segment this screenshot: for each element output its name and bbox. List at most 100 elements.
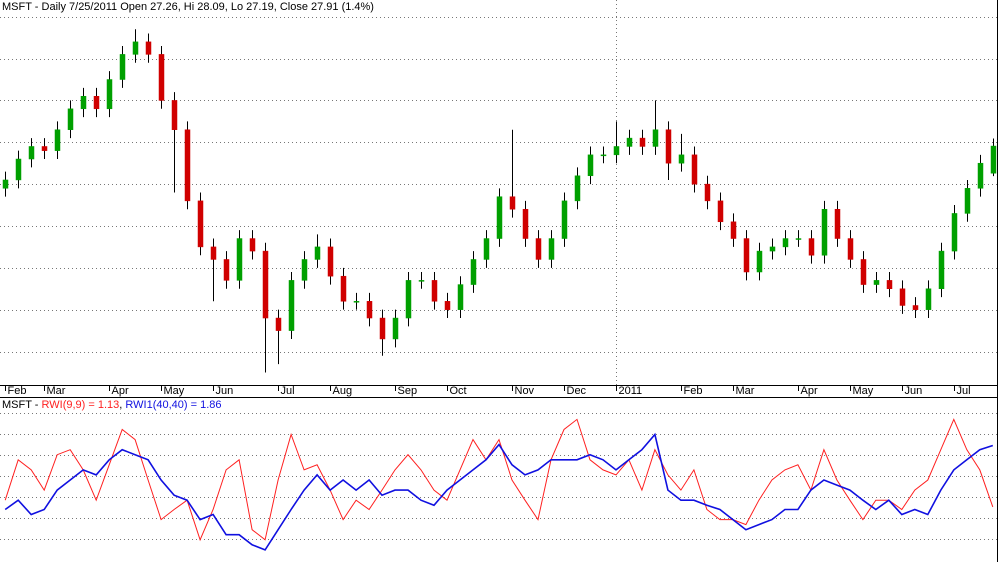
candle-body: [236, 238, 243, 281]
candle-body: [912, 305, 919, 310]
candle-body: [106, 79, 113, 110]
x-tick-label: Feb: [684, 385, 703, 397]
candle-body: [717, 200, 724, 223]
candle-body: [2, 179, 9, 189]
candle-body: [223, 259, 230, 281]
candle-body: [639, 137, 646, 147]
indicator-line: [4, 432, 994, 551]
candle-body: [548, 238, 555, 260]
candle-body: [821, 208, 828, 256]
candle-body: [652, 129, 659, 147]
candle-body: [431, 280, 438, 302]
candle-body: [704, 183, 711, 202]
candle-body: [418, 280, 425, 282]
x-tick-label: Jul: [281, 385, 295, 397]
candle-body: [327, 246, 334, 277]
candle-body: [275, 317, 282, 331]
candle-body: [587, 154, 594, 177]
candle-body: [301, 259, 308, 281]
candle-body: [405, 280, 412, 319]
candle-body: [691, 154, 698, 185]
candle-body: [184, 129, 191, 202]
x-tick-label: Apr: [112, 385, 129, 397]
candle-body: [119, 54, 126, 80]
candle-body: [600, 154, 607, 157]
candle-body: [392, 317, 399, 340]
candle-body: [470, 259, 477, 285]
candle-body: [678, 154, 685, 164]
x-tick-label: Aug: [333, 385, 353, 397]
x-tick-label: Nov: [515, 385, 535, 397]
candle-body: [938, 250, 945, 290]
candle-body: [743, 238, 750, 273]
candle-body: [15, 158, 22, 181]
candle-body: [899, 288, 906, 306]
candle-body: [54, 129, 61, 151]
candle-body: [665, 129, 672, 164]
legend-entry: RWI(9,9) = 1.13: [42, 399, 120, 411]
indicator-prefix: MSFT -: [2, 399, 39, 411]
candle-body: [28, 146, 35, 160]
candle-body: [847, 238, 854, 260]
indicator-title: MSFT - RWI(9,9) = 1.13, RWI1(40,40) = 1.…: [2, 399, 222, 411]
candle-body: [730, 221, 737, 239]
candle-body: [561, 200, 568, 239]
x-tick-label: May: [853, 385, 874, 397]
candle-body: [808, 238, 815, 256]
candle-body: [769, 246, 776, 252]
candle-body: [574, 175, 581, 202]
candle-body: [93, 96, 100, 110]
candle-body: [964, 188, 971, 214]
candle-body: [496, 196, 503, 239]
candle-body: [834, 208, 841, 239]
candle-body: [197, 200, 204, 248]
candle-body: [782, 238, 789, 248]
candle-body: [158, 54, 165, 101]
candle-body: [951, 213, 958, 252]
candle-body: [535, 238, 542, 260]
candle-body: [132, 41, 139, 55]
candle-body: [457, 284, 464, 310]
legend-entry: RWI1(40,40) = 1.86: [125, 399, 221, 411]
x-tick-label: Mar: [736, 385, 755, 397]
candle-body: [925, 288, 932, 310]
candle-body: [795, 238, 802, 240]
candle-body: [860, 259, 867, 285]
x-tick-label: Sep: [398, 385, 418, 397]
candle-body: [366, 301, 373, 319]
candle-body: [67, 108, 74, 130]
candle-body: [483, 238, 490, 260]
candle-body: [990, 145, 997, 174]
candle-body: [886, 280, 893, 289]
candle-body: [977, 162, 984, 189]
legend-separator: ,: [119, 399, 122, 411]
candle-body: [145, 41, 152, 55]
candle-body: [340, 275, 347, 302]
x-tick-label: Dec: [567, 385, 587, 397]
candle-body: [626, 137, 633, 147]
candle-body: [314, 246, 321, 260]
candle-body: [353, 301, 360, 303]
candle-body: [41, 146, 48, 151]
x-tick-label: Jun: [216, 385, 234, 397]
x-tick-label: Apr: [801, 385, 818, 397]
candle-body: [756, 250, 763, 273]
candle-body: [210, 246, 217, 260]
candle-body: [249, 238, 256, 252]
x-tick-label: Mar: [47, 385, 66, 397]
candle-body: [288, 280, 295, 331]
candle-body: [379, 317, 386, 340]
candle-body: [80, 96, 87, 110]
x-tick-label: Jul: [957, 385, 971, 397]
candle-body: [613, 146, 620, 156]
candle-body: [171, 100, 178, 130]
indicator-line: [4, 418, 994, 542]
candle-body: [873, 280, 880, 285]
candle-body: [522, 208, 529, 239]
x-tick-label: Oct: [450, 385, 467, 397]
x-tick-label: May: [164, 385, 185, 397]
chart-title: MSFT - Daily 7/25/2011 Open 27.26, Hi 28…: [2, 1, 374, 13]
